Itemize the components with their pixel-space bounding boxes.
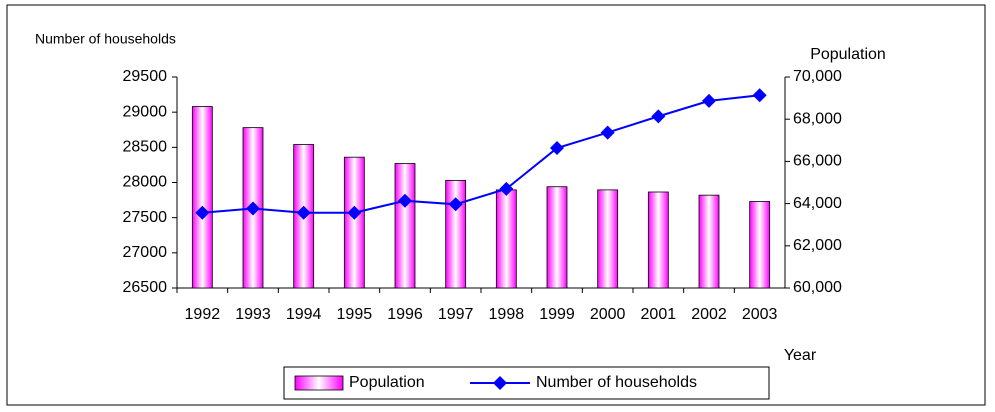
bar [394,163,416,289]
point [347,205,362,220]
x-tick-label: 1996 [387,306,423,323]
x-tick-label: 1998 [489,306,525,323]
y2-tick-label: 64,000 [793,195,842,212]
point [550,141,564,156]
point [448,197,463,212]
y2-tick-label: 70,000 [793,68,842,85]
x-tick-label: 1999 [539,306,575,323]
y2-tick-label: 68,000 [793,110,842,127]
x-tick-label: 2000 [590,306,626,323]
x-tick-label: 1997 [438,306,474,323]
bar [343,156,365,289]
bar [647,191,669,289]
point [651,109,666,124]
y-axis-label: Number of households [35,31,176,47]
point [398,193,412,208]
point [702,93,716,108]
x-tick-label: 1993 [235,306,271,323]
legend-label: Number of households [536,374,697,391]
y2-tick-label: 62,000 [793,237,842,254]
x-tick-label: 1992 [185,306,221,323]
y2-axis-label: Population [810,46,886,63]
y-tick-label: 29000 [123,103,168,120]
legend-swatch [294,375,344,391]
bar [749,201,771,289]
y2-tick-label: 60,000 [793,279,842,296]
x-tick-label: 2002 [691,306,727,323]
point [600,125,615,140]
x-tick-label: 1995 [337,306,373,323]
y-tick-label: 28500 [123,139,168,156]
point [195,205,210,220]
y-tick-label: 28000 [123,174,168,191]
legend-label: Population [349,374,425,391]
x-tick-label: 2003 [742,306,778,323]
point [752,88,767,103]
x-axis-label: Year [784,347,817,364]
y2-tick-label: 66,000 [793,153,842,170]
point [499,181,514,196]
y-tick-label: 29500 [123,68,168,85]
y-tick-label: 26500 [123,279,168,296]
bar [191,106,213,289]
x-tick-label: 1994 [286,306,322,323]
legend-swatch [493,376,507,390]
point [246,201,260,216]
bar [597,189,619,289]
point [296,205,311,220]
line [202,94,760,214]
bar [445,179,467,289]
bar [495,189,517,289]
y-tick-label: 27000 [123,244,168,261]
bar [546,186,568,289]
x-tick-label: 2001 [641,306,677,323]
bar [698,194,720,289]
y-tick-label: 27500 [123,209,168,226]
